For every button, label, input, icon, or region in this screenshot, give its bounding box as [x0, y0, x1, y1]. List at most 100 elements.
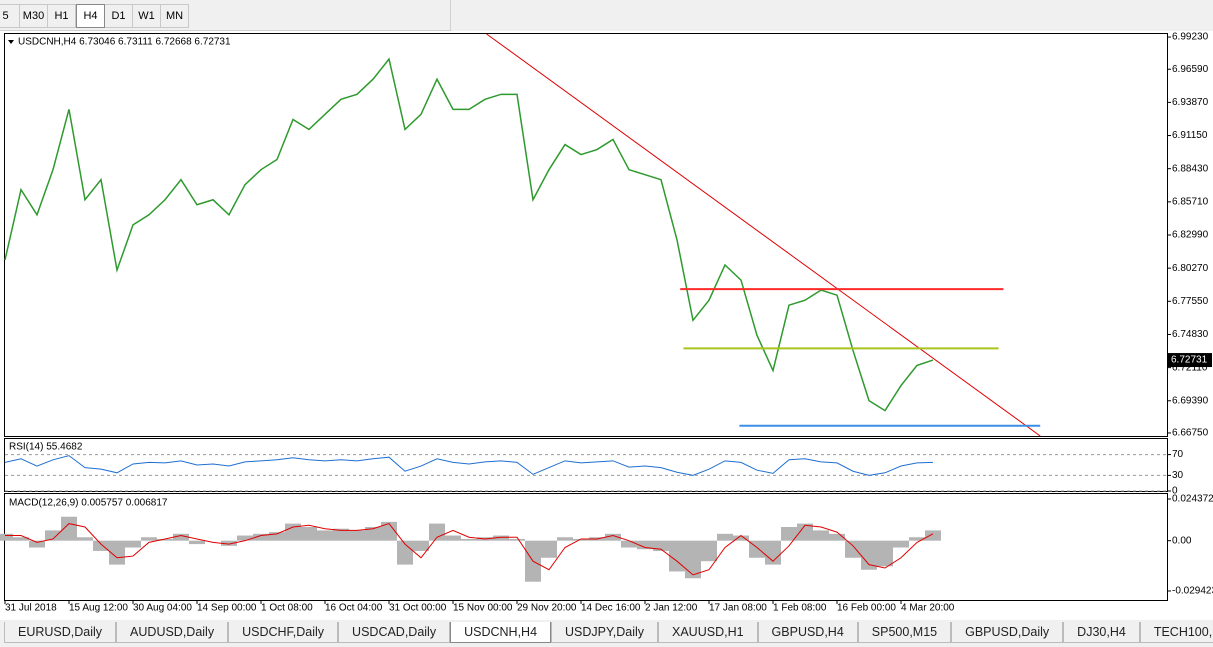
price-tag-label: 6.72731: [1171, 355, 1208, 366]
chart-window: USDCNH,H4 6.73046 6.73111 6.72668 6.7273…: [0, 31, 1213, 620]
macd-bar: [781, 526, 797, 541]
macd-bar: [637, 540, 653, 550]
macd-bar: [269, 532, 285, 541]
menu-arrow: [8, 40, 14, 44]
macd-bar: [285, 523, 301, 541]
x-tick-label: 31 Jul 2018: [5, 603, 57, 614]
symbol-tab[interactable]: DJ30,H4: [1063, 622, 1140, 643]
y-tick-label: 6.91150: [1172, 130, 1208, 141]
symbol-tab[interactable]: USDCAD,Daily: [338, 622, 451, 643]
x-tick-label: 4 Mar 20:00: [901, 603, 955, 614]
y-tick-label: -0.029423: [1172, 586, 1213, 597]
chart-bg: [0, 31, 1213, 620]
symbol-tabs: EURUSD,Daily AUDUSD,Daily USDCHF,Daily USDC…: [4, 622, 1213, 644]
macd-bar: [509, 538, 525, 541]
macd-bar: [333, 528, 349, 541]
timeframe-button[interactable]: MN: [161, 4, 189, 28]
macd-bar: [221, 540, 237, 546]
macd-bar: [605, 533, 621, 541]
macd-frame: [4, 493, 1168, 601]
macd-bar: [653, 540, 669, 551]
macd-bar: [621, 540, 637, 548]
macd-bar: [365, 526, 381, 541]
macd-bar: [765, 540, 781, 565]
macd-bar: [397, 540, 413, 565]
x-tick-label: 16 Oct 04:00: [325, 603, 383, 614]
timeframe-button[interactable]: M30: [20, 4, 48, 28]
symbol-tab[interactable]: SP500,M15: [857, 622, 952, 643]
symbol-tab[interactable]: GBPUSD,H4: [757, 622, 858, 643]
y-tick-label: 0.024372: [1172, 494, 1213, 505]
x-tick-label: 1 Oct 08:00: [261, 603, 313, 614]
macd-bar: [77, 537, 93, 541]
macd-bar: [685, 540, 701, 579]
price-line: [4, 455, 934, 476]
y-tick-label: 0.00: [1172, 535, 1192, 546]
macd-bar: [845, 540, 861, 558]
y-tick-label: 6.96590: [1172, 64, 1209, 75]
macd-bar: [317, 530, 333, 541]
macd-bar: [253, 533, 269, 541]
macd-bar: [493, 535, 509, 541]
macd-bar: [93, 540, 109, 551]
macd-bar: [173, 533, 189, 541]
macd-bar: [461, 538, 477, 541]
macd-bar: [733, 535, 749, 541]
x-tick-label: 2 Jan 12:00: [645, 603, 698, 614]
symbol-tab[interactable]: EURUSD,Daily: [4, 622, 117, 643]
macd-bar: [125, 540, 141, 548]
timeframe-button[interactable]: 5: [0, 4, 20, 28]
y-tick-label: 6.99230: [1172, 32, 1209, 43]
timeframe-button[interactable]: D1: [105, 4, 133, 28]
y-tick-label: 6.82990: [1172, 230, 1209, 241]
timeframe-button[interactable]: H4: [76, 4, 105, 28]
macd-bar: [13, 537, 29, 541]
macd-bar: [157, 538, 173, 541]
y-tick-label: 6.93870: [1172, 97, 1209, 108]
timeframe-button[interactable]: H1: [48, 4, 76, 28]
x-tick-label: 30 Aug 04:00: [133, 603, 192, 614]
symbol-tab[interactable]: GBPUSD,Daily: [951, 622, 1064, 643]
symbol-tab[interactable]: USDCHF,Daily: [228, 622, 339, 643]
macd-bar: [29, 540, 45, 548]
y-tick-label: 6.74830: [1172, 329, 1209, 340]
symbol-tab[interactable]: USDJPY,Daily: [551, 622, 658, 643]
x-tick-label: 29 Nov 20:00: [517, 603, 577, 614]
macd-bar: [573, 538, 589, 541]
symbol-tab[interactable]: USDCNH,H4: [450, 622, 552, 643]
symbol-tab[interactable]: TECH100,H1: [1139, 622, 1213, 643]
y-tick-label: 30: [1172, 470, 1184, 481]
y-tick-label: 6.69390: [1172, 395, 1209, 406]
macd-bar: [61, 516, 77, 541]
timeframe-toolbar: 5 M30 H1 H4 D1 W1 MN: [0, 4, 189, 28]
macd-bar: [557, 537, 573, 541]
y-tick-label: 70: [1172, 449, 1184, 460]
x-tick-label: 31 Oct 00:00: [389, 603, 447, 614]
symbol-tab[interactable]: AUDUSD,Daily: [116, 622, 229, 643]
main-title: USDCNH,H4 6.73046 6.73111 6.72668 6.7273…: [18, 37, 231, 48]
x-tick-label: 15 Nov 00:00: [453, 603, 513, 614]
x-tick-label: 14 Sep 00:00: [197, 603, 257, 614]
symbol-tab[interactable]: XAUUSD,H1: [658, 622, 758, 643]
macd-bar: [381, 521, 397, 541]
y-tick-label: 6.88430: [1172, 163, 1209, 174]
price-tag: [1168, 353, 1212, 368]
macd-bar: [429, 523, 445, 541]
macd-bar: [45, 530, 61, 541]
x-tick-label: 17 Jan 08:00: [709, 603, 767, 614]
macd-title: MACD(12,26,9) 0.005757 0.006817: [9, 498, 168, 509]
x-tick-label: 1 Feb 08:00: [773, 603, 827, 614]
y-tick-label: 6.77550: [1172, 296, 1209, 307]
drawn-line: [486, 33, 1041, 437]
macd-bar: [701, 540, 717, 562]
macd-bar: [541, 540, 557, 558]
macd-bar: [893, 540, 909, 548]
y-tick-label: 6.66750: [1172, 428, 1209, 439]
macd-bar: [909, 537, 925, 541]
macd-bar: [877, 540, 893, 567]
macd-bar: [189, 540, 205, 545]
timeframe-button[interactable]: W1: [133, 4, 161, 28]
macd-bar: [669, 540, 685, 572]
macd-bar: [445, 535, 461, 541]
